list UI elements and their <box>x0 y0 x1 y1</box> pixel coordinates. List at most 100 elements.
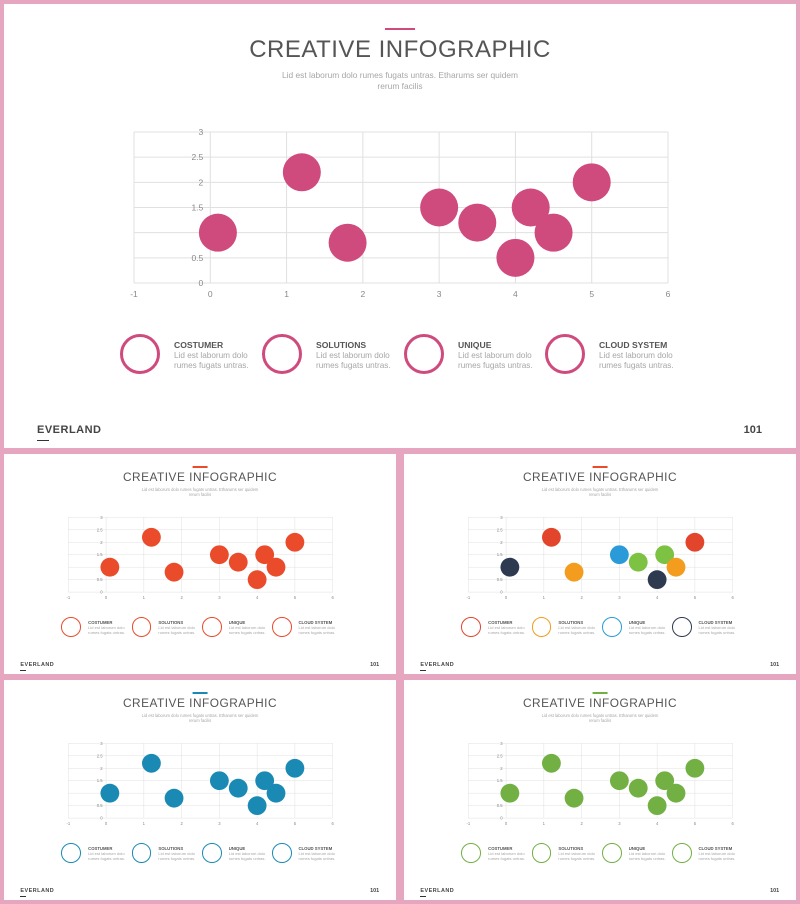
data-bubble <box>655 771 675 791</box>
legend-ring-icon <box>262 334 302 374</box>
page-number: 101 <box>743 424 762 436</box>
y-tick-label: 2 <box>199 177 204 187</box>
slide-subtitle: Lid est laborum dolo rumes fugats untras… <box>281 70 518 91</box>
x-tick-label: 5 <box>294 821 297 826</box>
data-bubble <box>328 223 367 262</box>
legend-ring-icon <box>131 843 152 864</box>
x-tick-label: 0 <box>105 595 108 600</box>
data-bubble <box>209 545 229 565</box>
x-tick-label: 3 <box>218 821 221 826</box>
legend-item: CLOUD SYSTEM Lid est laborum dolo rumes f… <box>671 843 741 866</box>
legend-ring-icon <box>201 617 222 638</box>
brand-logo-text: EVERLAND <box>420 887 455 894</box>
data-bubble <box>209 771 229 791</box>
legend-title: SOLUTIONS <box>558 846 584 852</box>
legend-description: Lid est laborum dolo rumes fugats untras… <box>298 624 336 635</box>
data-bubble <box>666 783 686 803</box>
x-tick-label: 4 <box>656 595 659 600</box>
legend-title: COSTUMER <box>488 846 513 852</box>
legend-title: SOLUTIONS <box>158 846 184 852</box>
x-tick-label: 1 <box>284 289 289 299</box>
y-tick-label: 2 <box>100 540 103 545</box>
slide-title: CREATIVE INFOGRAPHIC <box>522 695 678 710</box>
x-tick-label: 2 <box>580 595 583 600</box>
x-tick-label: 0 <box>505 821 508 826</box>
legend-description: Lid est laborum dolo rumes fugats untras… <box>158 624 196 635</box>
legend-ring-icon <box>404 334 444 374</box>
x-tick-label: 6 <box>331 821 334 826</box>
x-tick-label: 6 <box>731 595 734 600</box>
legend-title: UNIQUE <box>228 620 246 626</box>
title-accent-line <box>592 465 608 468</box>
x-tick-label: 5 <box>694 595 697 600</box>
slide-subtitle: Lid est laborum dolo rumes fugats untras… <box>541 712 659 724</box>
legend-title: CLOUD SYSTEM <box>298 620 333 626</box>
legend-description: Lid est laborum dolo rumes fugats untras… <box>558 850 596 861</box>
legend-description: Lid est laborum dolo rumes fugats untras… <box>488 850 526 861</box>
x-tick-label: 4 <box>256 821 259 826</box>
page-number: 101 <box>770 661 780 668</box>
slide-3: CREATIVE INFOGRAPHIC Lid est laborum dolo… <box>404 454 796 674</box>
page-number: 101 <box>370 887 380 894</box>
page-number: 101 <box>370 661 380 668</box>
legend-ring-icon <box>61 843 82 864</box>
x-tick-label: -1 <box>130 289 138 299</box>
data-bubble <box>500 783 520 803</box>
legend-item: COSTUMER Lid est laborum dolo rumes fugat… <box>120 334 260 380</box>
page-number: 101 <box>770 887 780 894</box>
x-tick-label: 3 <box>618 595 621 600</box>
x-tick-label: -1 <box>466 821 470 826</box>
legend-ring-icon <box>671 617 692 638</box>
legend-item: UNIQUE Lid est laborum dolo rumes fugats … <box>201 843 271 866</box>
legend-item: UNIQUE Lid est laborum dolo rumes fugats … <box>201 617 271 640</box>
legend-ring-icon <box>271 843 292 864</box>
y-tick-label: 0.5 <box>497 577 503 582</box>
x-tick-label: 2 <box>360 289 365 299</box>
y-tick-label: 0.5 <box>97 577 103 582</box>
data-bubble <box>500 557 520 577</box>
x-tick-label: 2 <box>180 821 183 826</box>
data-bubble <box>164 562 184 582</box>
legend-description: Lid est laborum dolo rumes fugats untras… <box>599 351 674 370</box>
legend-item: COSTUMER Lid est laborum dolo rumes fugat… <box>461 617 530 640</box>
slide-subtitle: Lid est laborum dolo rumes fugats untras… <box>141 712 259 724</box>
x-tick-label: 2 <box>180 595 183 600</box>
y-tick-label: 3 <box>100 741 103 746</box>
slide-subtitle: Lid est laborum dolo rumes fugats untras… <box>541 486 659 498</box>
data-bubble <box>534 213 573 252</box>
data-bubble <box>285 758 305 778</box>
legend-title: COSTUMER <box>88 846 113 852</box>
data-bubble <box>100 557 120 577</box>
legend-item: CLOUD SYSTEM Lid est laborum dolo rumes f… <box>271 617 341 640</box>
y-tick-label: 2 <box>500 766 503 771</box>
legend-item: SOLUTIONS Lid est laborum dolo rumes fuga… <box>262 334 402 380</box>
data-bubble <box>609 771 629 791</box>
title-accent-line <box>385 28 415 30</box>
brand-underline <box>420 895 427 897</box>
legend-item: SOLUTIONS Lid est laborum dolo rumes fuga… <box>131 617 201 640</box>
y-tick-label: 3 <box>500 741 503 746</box>
y-tick-label: 0.5 <box>191 253 203 263</box>
y-tick-label: 1.5 <box>191 203 203 213</box>
data-bubble <box>255 545 275 565</box>
legend-description: Lid est laborum dolo rumes fugats untras… <box>628 850 666 861</box>
y-tick-label: 0 <box>199 278 204 288</box>
x-tick-label: 6 <box>666 289 671 299</box>
data-bubble <box>266 783 286 803</box>
data-bubble <box>100 783 120 803</box>
data-bubble <box>247 796 267 816</box>
slide-2: CREATIVE INFOGRAPHIC Lid est laborum dolo… <box>4 454 396 674</box>
data-bubble <box>685 532 705 552</box>
x-tick-label: 5 <box>589 289 594 299</box>
y-tick-label: 1.5 <box>97 552 103 557</box>
legend-ring-icon <box>271 617 292 638</box>
legend-description: Lid est laborum dolo rumes fugats untras… <box>698 624 736 635</box>
legend-item: SOLUTIONS Lid est laborum dolo rumes fuga… <box>531 843 601 866</box>
y-tick-label: 0.5 <box>497 803 503 808</box>
x-tick-label: 0 <box>208 289 213 299</box>
legend-title: SOLUTIONS <box>558 620 584 626</box>
y-tick-label: 2 <box>500 540 503 545</box>
